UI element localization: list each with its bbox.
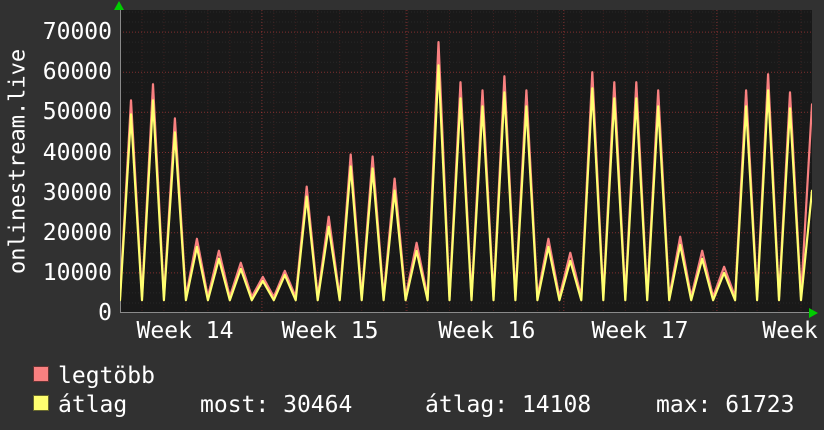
stat-atlag-label: átlag: xyxy=(425,392,509,418)
legend-row-atlag: átlag most: 30464 átlag: 14108 max: 6172… xyxy=(0,391,824,419)
stat-most: most: 30464 xyxy=(200,391,352,419)
legend-label-atlag: átlag xyxy=(58,392,128,418)
x-tick-label: Week xyxy=(762,318,818,344)
y-tick-label: 50000 xyxy=(42,99,112,126)
y-tick-label: 60000 xyxy=(42,59,112,86)
x-tick-label: Week 16 xyxy=(438,318,536,344)
series-line-1 xyxy=(120,64,812,302)
y-axis-arrow-icon xyxy=(114,1,124,10)
y-tick-label: 30000 xyxy=(42,179,112,206)
y-tick-label: 40000 xyxy=(42,139,112,166)
legend-row-legtobb: legtöbb xyxy=(0,362,824,390)
stat-most-value: 30464 xyxy=(283,392,353,418)
x-tick-label: Week 15 xyxy=(281,318,379,344)
legend-swatch-legtobb xyxy=(33,366,49,382)
stat-most-label: most: xyxy=(200,392,270,418)
x-tick-label: Week 17 xyxy=(591,318,689,344)
stat-atlag-value: 14108 xyxy=(521,392,592,418)
x-tick-label: Week 14 xyxy=(136,318,234,344)
y-tick-label: 70000 xyxy=(42,19,112,46)
stat-max: max: 61723 xyxy=(656,391,795,419)
stat-max-value: 61723 xyxy=(725,392,795,418)
series-line-0 xyxy=(120,41,812,298)
chart-canvas xyxy=(120,10,812,313)
stat-atlag: átlag: 14108 xyxy=(425,391,591,419)
y-tick-label: 0 xyxy=(98,300,112,326)
legend-swatch-atlag xyxy=(33,395,49,411)
y-tick-label: 10000 xyxy=(42,259,112,286)
legend-label-legtobb: legtöbb xyxy=(58,363,155,389)
stat-max-label: max: xyxy=(656,392,712,418)
plot-area xyxy=(120,10,812,313)
x-axis-arrow-icon xyxy=(809,308,818,318)
y-tick-label: 20000 xyxy=(42,219,112,246)
